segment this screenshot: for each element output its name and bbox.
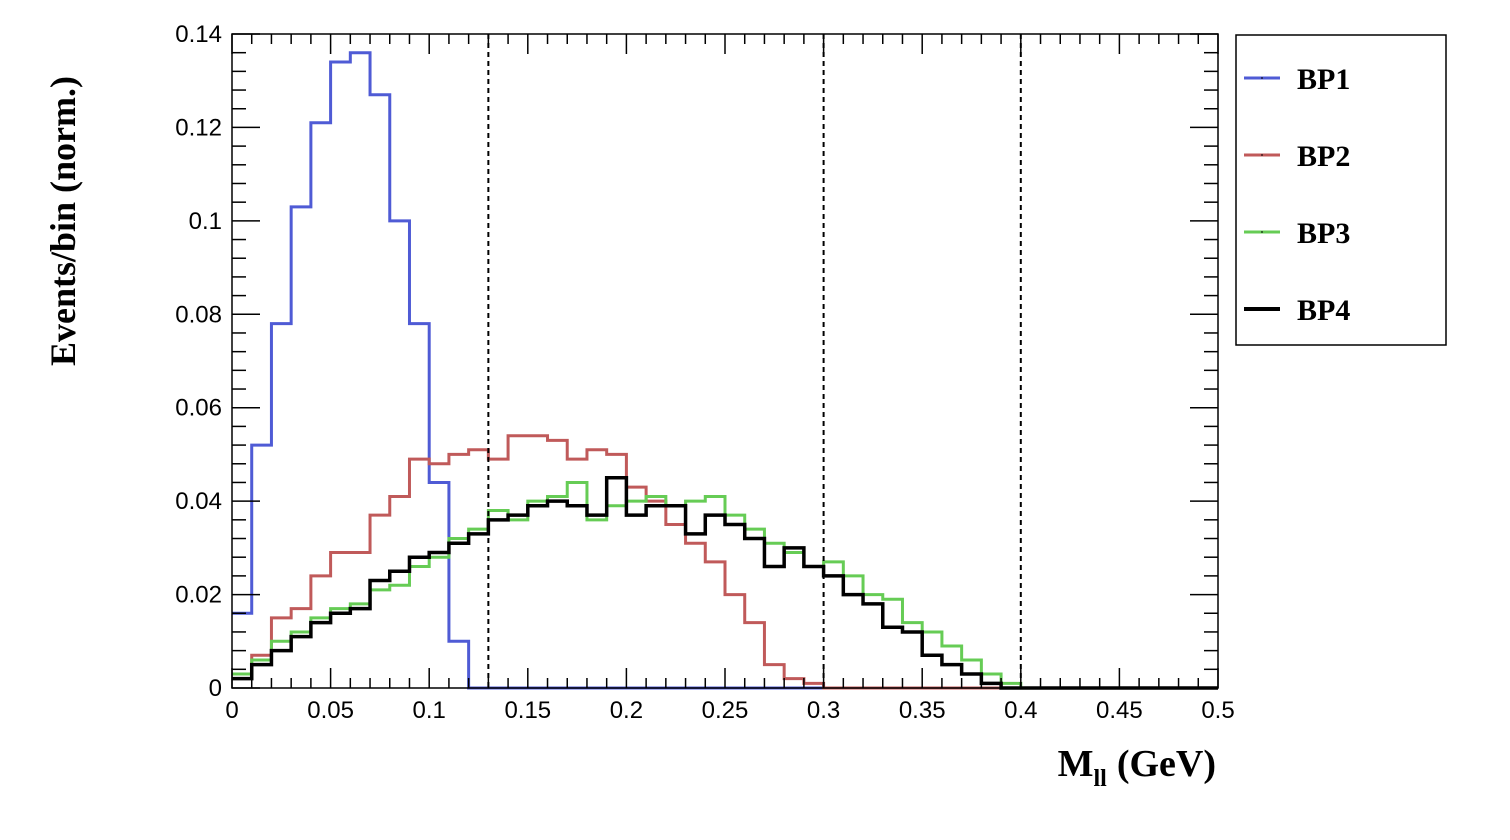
x-tick-label: 0.2	[610, 697, 643, 724]
legend-entries: BP1 BP2 BP3 BP4	[1244, 63, 1350, 327]
y-tick-label: 0	[209, 675, 222, 702]
y-axis: 0 0.02 0.04 0.06 0.08 0.1 0.12 0.14	[175, 21, 1218, 702]
y-tick-label: 0.1	[189, 208, 222, 235]
y-tick-label: 0.06	[175, 395, 222, 422]
y-tick-label: 0.02	[175, 582, 222, 609]
legend-label-bp3: BP3	[1297, 217, 1350, 250]
x-tick-label: 0	[225, 697, 238, 724]
series-bp4-line	[232, 476, 1218, 690]
legend-label-bp2: BP2	[1297, 140, 1350, 173]
x-tick-label: 0.5	[1201, 697, 1234, 724]
x-tick-label: 0.1	[413, 697, 446, 724]
x-tick-label: 0.35	[899, 697, 946, 724]
x-tick-label: 0.15	[504, 697, 551, 724]
y-tick-label: 0.14	[175, 21, 222, 48]
y-tick-label: 0.08	[175, 301, 222, 328]
y-tick-label: 0.12	[175, 114, 222, 141]
x-tick-label: 0.45	[1096, 697, 1143, 724]
y-tick-label: 0.04	[175, 488, 222, 515]
legend: BP1 BP2 BP3 BP4	[1235, 34, 1447, 346]
legend-frame	[1235, 34, 1447, 346]
x-tick-label: 0.25	[702, 697, 749, 724]
x-tick-label: 0.3	[807, 697, 840, 724]
legend-label-bp4: BP4	[1297, 294, 1350, 327]
x-axis-title-main: M	[1058, 743, 1094, 785]
x-tick-label: 0.05	[307, 697, 354, 724]
y-axis-title: Events/bin (norm.)	[43, 76, 83, 366]
x-axis-title-unit: (GeV)	[1117, 743, 1216, 785]
x-axis-title-subscript: ll	[1093, 766, 1107, 792]
x-axis: 0 0.05 0.1 0.15 0.2 0.25 0.3 0.35 0.4 0.45 0.5	[225, 34, 1235, 724]
vertical-lines-layer	[487, 34, 1022, 688]
legend-label-bp1: BP1	[1297, 63, 1350, 96]
x-axis-title: Mll (GeV)	[1058, 743, 1216, 792]
x-tick-label: 0.4	[1004, 697, 1037, 724]
